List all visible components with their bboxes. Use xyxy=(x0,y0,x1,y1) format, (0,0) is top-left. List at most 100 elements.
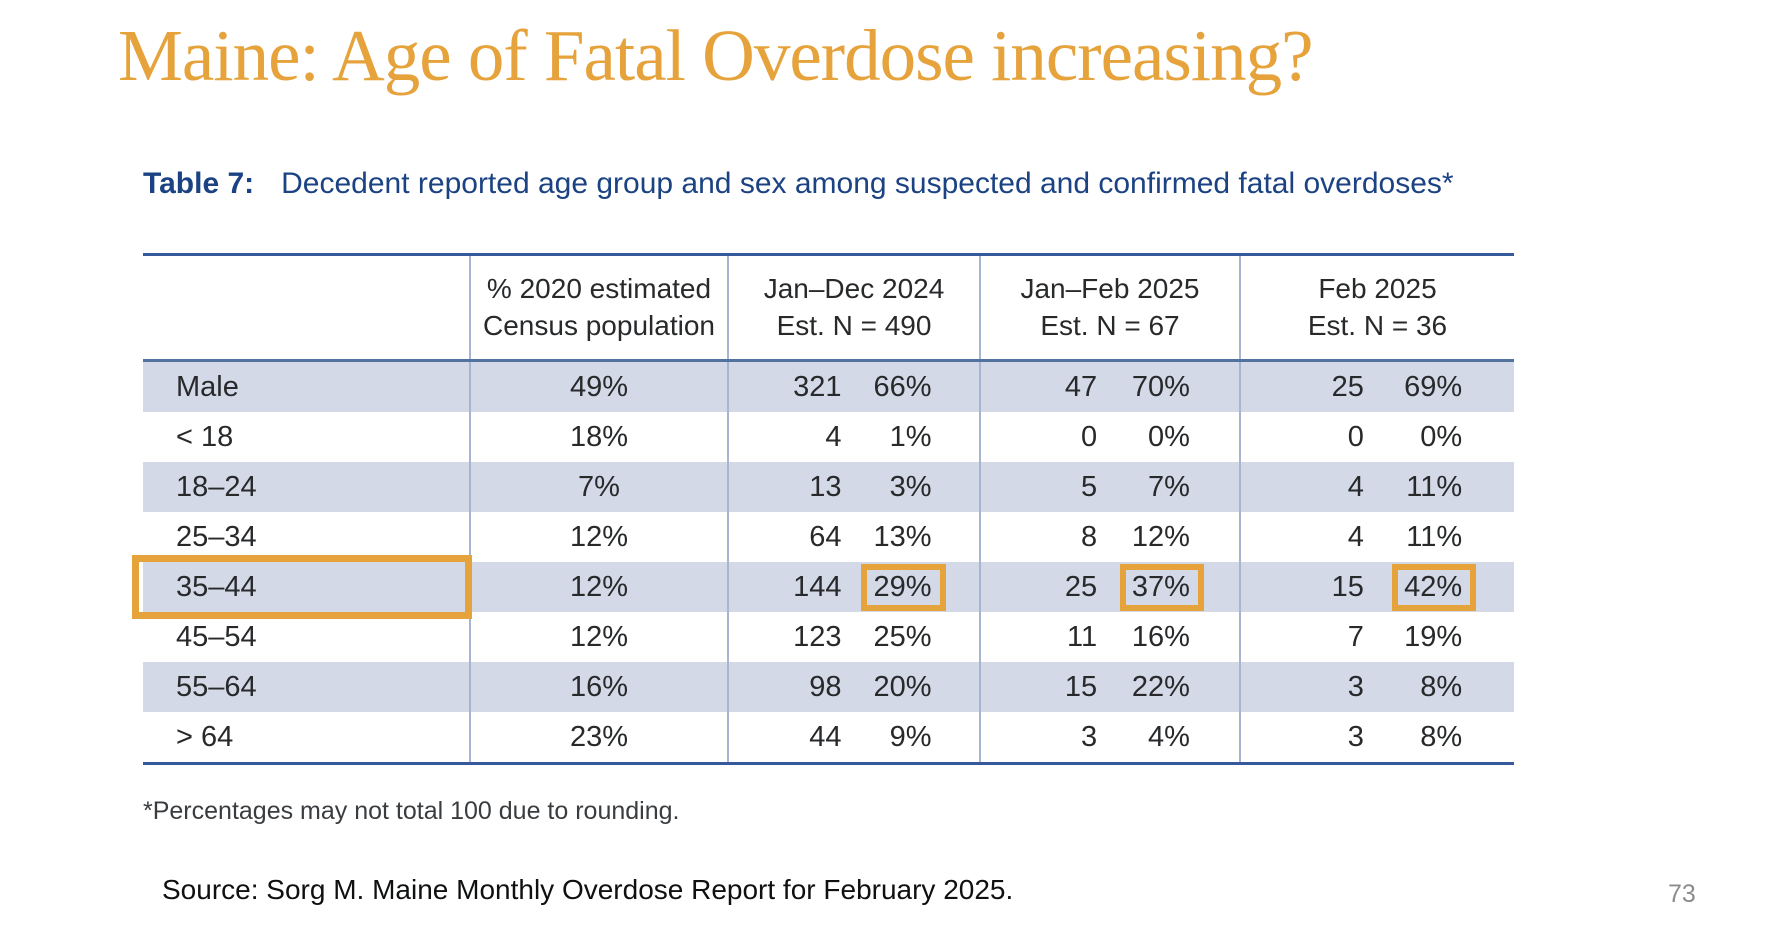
header-line-2: Est. N = 490 xyxy=(776,309,932,341)
census-cell: 18% xyxy=(469,412,727,462)
jan-dec-2024-cell: 321 66% xyxy=(727,362,979,412)
source-line: Source: Sorg M. Maine Monthly Overdose R… xyxy=(162,874,1014,905)
table-caption: Table 7: Decedent reported age group and … xyxy=(143,167,1454,201)
header-line-2: Census population xyxy=(483,309,715,341)
feb-2025-cell: 25 69% xyxy=(1239,362,1514,412)
count-value: 64 xyxy=(809,520,842,553)
highlight-box-pct-jan-feb-2025: 37% xyxy=(1119,563,1204,611)
pct-value: 3% xyxy=(889,470,932,503)
census-value: 18% xyxy=(569,420,629,453)
pct-value: 0% xyxy=(1148,420,1190,453)
jan-feb-2025-cell: 5 7% xyxy=(979,462,1239,512)
row-label-cell: 35–44 xyxy=(132,555,472,619)
pct-value: 1% xyxy=(889,420,932,453)
page-number: 73 xyxy=(1668,880,1696,908)
jan-dec-2024-cell: 144 29% xyxy=(727,562,979,612)
pct-value: 19% xyxy=(1404,620,1463,653)
count-value: 3 xyxy=(1347,720,1364,753)
jan-dec-2024-cell: 4 1% xyxy=(727,412,979,462)
header-line-2: Est. N = 67 xyxy=(1040,309,1180,341)
header-census-population: % 2020 estimated Census population xyxy=(469,256,727,359)
count-value: 25 xyxy=(1064,570,1098,603)
row-label: 25–34 xyxy=(176,520,257,553)
census-value: 23% xyxy=(569,720,629,753)
pct-value: 0% xyxy=(1420,420,1463,453)
count-value: 98 xyxy=(809,670,842,703)
jan-dec-2024-cell: 13 3% xyxy=(727,462,979,512)
jan-feb-2025-cell: 8 12% xyxy=(979,512,1239,562)
table-row-55-64: 55–64 16% 98 20% 15 22% 3 8% xyxy=(143,662,1514,712)
census-cell: 49% xyxy=(469,362,727,412)
row-label-cell: 55–64 xyxy=(143,662,469,712)
table-row-25-34: 25–34 12% 64 13% 8 12% 4 11% xyxy=(143,512,1514,562)
pct-value: 25% xyxy=(873,620,932,653)
jan-feb-2025-cell: 47 70% xyxy=(979,362,1239,412)
census-value: 12% xyxy=(569,620,629,653)
census-cell: 23% xyxy=(469,712,727,762)
count-value: 15 xyxy=(1331,570,1364,603)
header-line-1: Jan–Feb 2025 xyxy=(1020,272,1200,304)
pct-value: 7% xyxy=(1148,470,1190,503)
count-value: 4 xyxy=(1347,520,1364,553)
census-value: 49% xyxy=(569,370,629,403)
jan-dec-2024-cell: 123 25% xyxy=(727,612,979,662)
jan-dec-2024-cell: 64 13% xyxy=(727,512,979,562)
count-value: 321 xyxy=(793,370,842,403)
header-line-1: % 2020 estimated xyxy=(486,272,712,304)
table-header-row: % 2020 estimated Census population Jan–D… xyxy=(143,256,1514,362)
feb-2025-cell: 4 11% xyxy=(1239,512,1514,562)
table-row-45-54: 45–54 12% 123 25% 11 16% 7 19% xyxy=(143,612,1514,662)
row-label-cell: > 64 xyxy=(143,712,469,762)
census-cell: 7% xyxy=(469,462,727,512)
row-label-cell: 18–24 xyxy=(143,462,469,512)
pct-value: 11% xyxy=(1406,520,1463,553)
census-cell: 12% xyxy=(469,512,727,562)
count-value: 7 xyxy=(1347,620,1364,653)
jan-feb-2025-cell: 3 4% xyxy=(979,712,1239,762)
census-cell: 12% xyxy=(469,612,727,662)
table-caption-text: Decedent reported age group and sex amon… xyxy=(281,167,1454,200)
count-value: 15 xyxy=(1064,670,1098,703)
row-label: > 64 xyxy=(176,720,234,753)
pct-value: 16% xyxy=(1131,620,1190,653)
census-value: 7% xyxy=(578,470,620,503)
highlight-box-pct-jan-dec-2024: 29% xyxy=(861,563,946,611)
row-label-cell: Male xyxy=(143,362,469,412)
pct-value: 22% xyxy=(1131,670,1190,703)
jan-dec-2024-cell: 98 20% xyxy=(727,662,979,712)
count-value: 8 xyxy=(1080,520,1098,553)
row-label-cell: 45–54 xyxy=(143,612,469,662)
header-jan-feb-2025: Jan–Feb 2025 Est. N = 67 xyxy=(979,256,1239,359)
header-jan-dec-2024: Jan–Dec 2024 Est. N = 490 xyxy=(727,256,979,359)
count-value: 13 xyxy=(809,470,842,503)
feb-2025-cell: 3 8% xyxy=(1239,712,1514,762)
count-value: 0 xyxy=(1347,420,1364,453)
pct-value: 20% xyxy=(873,670,932,703)
jan-dec-2024-cell: 44 9% xyxy=(727,712,979,762)
header-empty-cell xyxy=(143,256,469,359)
count-value: 44 xyxy=(809,720,842,753)
pct-value: 13% xyxy=(873,520,932,553)
count-value: 3 xyxy=(1080,720,1098,753)
pct-value: 66% xyxy=(873,370,932,403)
row-label-cell: 25–34 xyxy=(143,512,469,562)
pct-value: 69% xyxy=(1404,370,1463,403)
table-footnote: *Percentages may not total 100 due to ro… xyxy=(143,797,680,825)
count-value: 0 xyxy=(1080,420,1098,453)
pct-value: 70% xyxy=(1131,370,1190,403)
feb-2025-cell: 3 8% xyxy=(1239,662,1514,712)
pct-value: 12% xyxy=(1131,520,1190,553)
count-value: 144 xyxy=(793,570,842,603)
data-table: % 2020 estimated Census population Jan–D… xyxy=(132,253,1514,765)
table-row-18-24: 18–24 7% 13 3% 5 7% 4 11% xyxy=(143,462,1514,512)
table-caption-label: Table 7: xyxy=(143,167,255,200)
census-value: 12% xyxy=(569,520,629,553)
jan-feb-2025-cell: 15 22% xyxy=(979,662,1239,712)
pct-value: 9% xyxy=(889,720,932,753)
census-cell: 16% xyxy=(469,662,727,712)
census-cell: 12% xyxy=(469,562,727,612)
pct-value: 8% xyxy=(1420,670,1463,703)
row-label: 18–24 xyxy=(176,470,257,503)
header-line-1: Feb 2025 xyxy=(1318,272,1437,304)
row-label: < 18 xyxy=(176,420,234,453)
